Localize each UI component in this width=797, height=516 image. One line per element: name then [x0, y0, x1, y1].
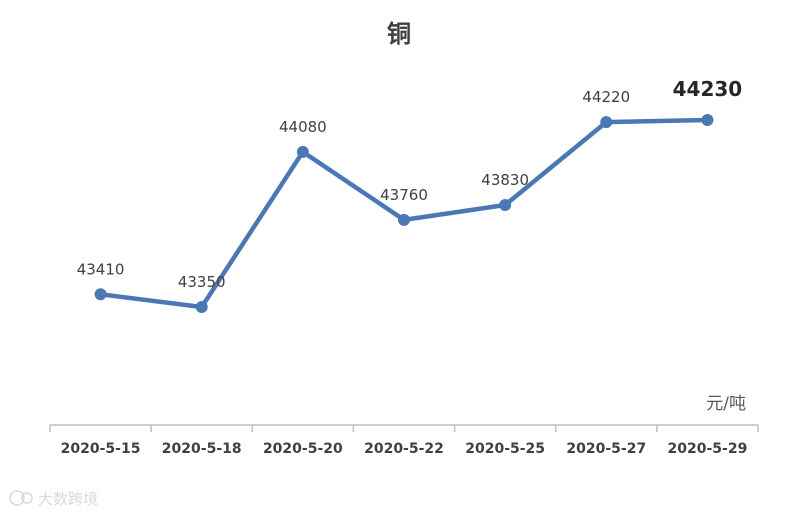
- data-label: 43760: [380, 186, 428, 204]
- data-label: 43830: [481, 171, 529, 189]
- x-tick-label: 2020-5-22: [364, 441, 444, 457]
- x-tick-label: 2020-5-18: [162, 441, 242, 457]
- data-point: [398, 213, 410, 226]
- x-tick-label: 2020-5-15: [61, 441, 141, 457]
- x-tick-label: 2020-5-29: [668, 441, 748, 457]
- x-tick-label: 2020-5-20: [263, 441, 343, 457]
- chart-title: 铜: [387, 20, 411, 48]
- data-label: 43410: [77, 260, 125, 278]
- data-point: [499, 199, 512, 211]
- data-point: [296, 145, 309, 158]
- data-label-group: 43410 43350 44080 43760 43830 44220 44230: [77, 77, 743, 291]
- x-axis: 2020-5-15 2020-5-18 2020-5-20 2020-5-22 2020…: [49, 424, 759, 457]
- data-point-group: [94, 114, 714, 313]
- unit-label: 元/吨: [706, 394, 746, 414]
- data-point: [94, 288, 107, 301]
- watermark: 大数跨境: [9, 490, 98, 508]
- data-point: [195, 301, 208, 313]
- data-label: 44080: [279, 118, 327, 136]
- watermark-text: 大数跨境: [38, 490, 98, 508]
- x-tick-label: 2020-5-27: [566, 441, 646, 457]
- data-point: [600, 116, 613, 129]
- watermark-logo-icon: [9, 490, 33, 506]
- data-label: 43350: [178, 273, 226, 291]
- data-label: 44220: [582, 88, 630, 106]
- data-label: 44230: [673, 77, 743, 101]
- x-tick-label: 2020-5-25: [465, 441, 545, 457]
- data-point: [701, 114, 714, 126]
